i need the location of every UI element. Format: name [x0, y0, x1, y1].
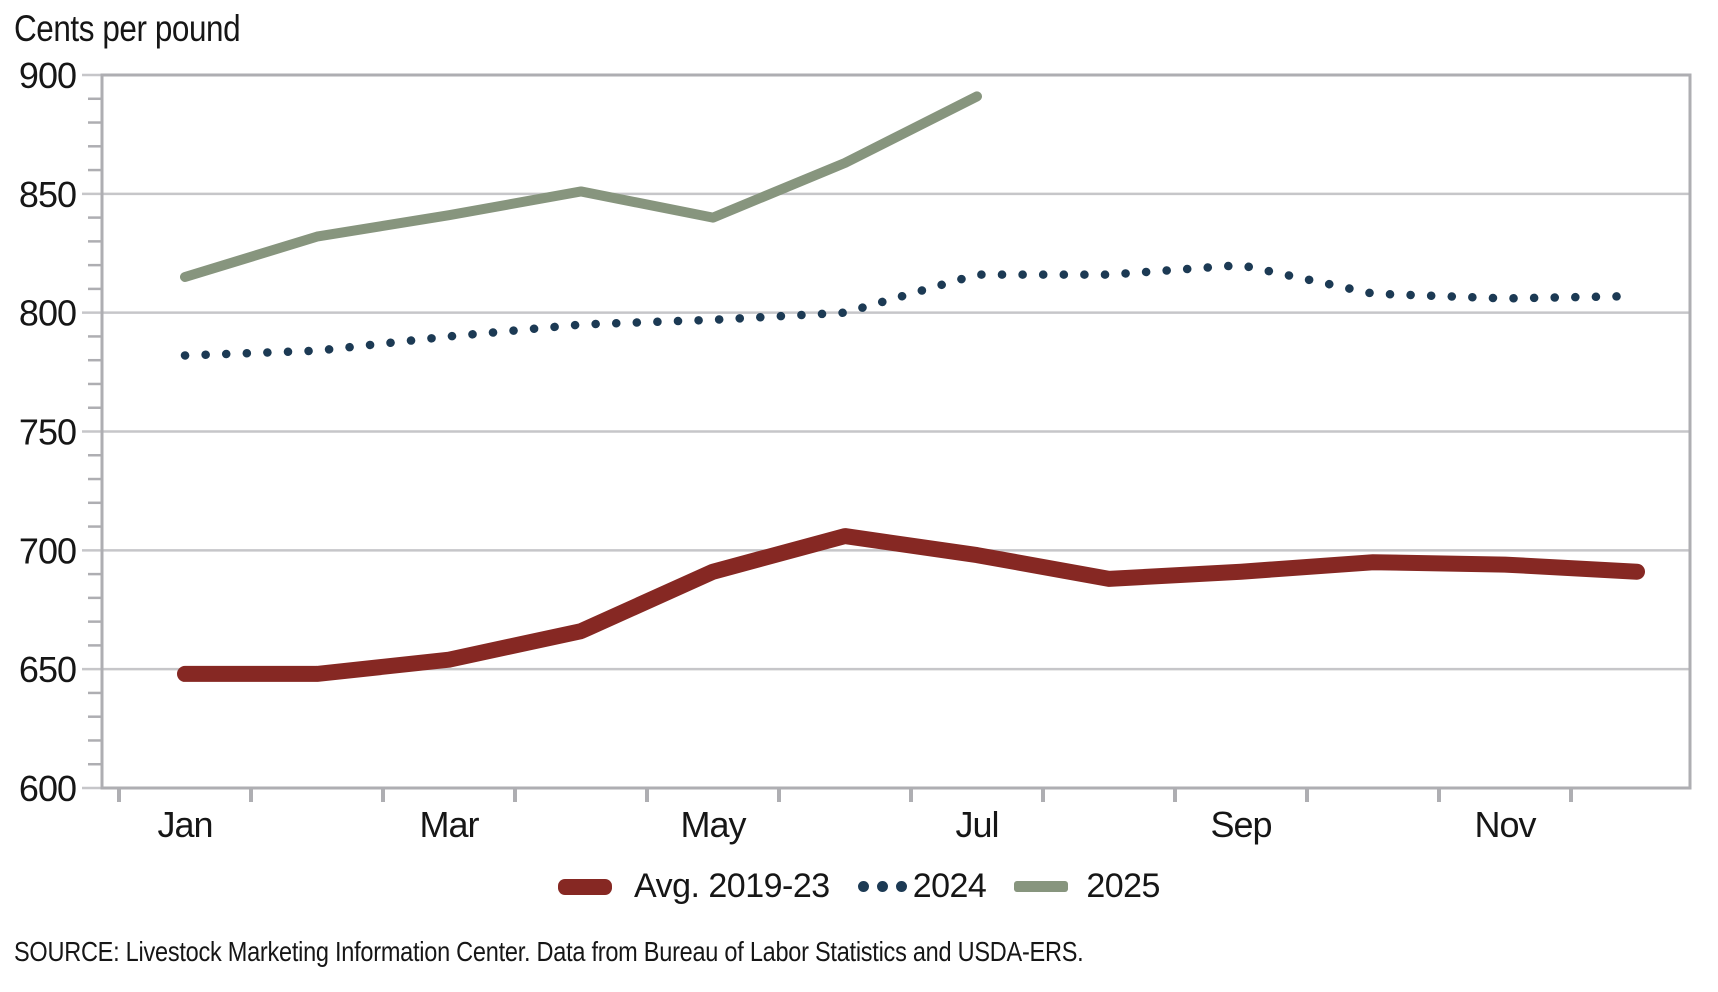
y-axis-tick-label: 850: [19, 174, 76, 215]
x-axis-tick-label: Mar: [420, 804, 480, 845]
chart-legend: Avg. 2019-23 2024 2025: [0, 867, 1718, 906]
legend-item-avg-2019-23: Avg. 2019-23: [558, 867, 830, 906]
y-axis-tick-label: 650: [19, 649, 76, 690]
y-axis-tick-label: 900: [19, 55, 76, 96]
y-axis-tick-label: 700: [19, 530, 76, 571]
legend-item-2024: 2024: [857, 867, 987, 906]
x-axis-tick-label: Nov: [1474, 804, 1536, 845]
source-note: SOURCE: Livestock Marketing Information …: [14, 936, 1084, 967]
series-line-2024: [180, 260, 1642, 360]
legend-swatch-2025: [1014, 881, 1069, 892]
x-axis-tick-label: Jul: [955, 804, 998, 845]
y-axis-tick-label: 800: [19, 293, 76, 334]
legend-swatch-avg-2019-23: [558, 878, 613, 895]
y-axis-tick-label: 600: [19, 768, 76, 809]
legend-dot-icon: [876, 881, 888, 892]
y-axis-tick-label: 750: [19, 412, 76, 453]
legend-item-2025: 2025: [1014, 867, 1160, 906]
chart-title: Cents per pound: [14, 8, 241, 49]
legend-dot-icon: [895, 881, 907, 892]
x-axis-tick-label: Jan: [157, 804, 212, 845]
plot-border: [100, 73, 1692, 790]
x-axis-tick-label: Sep: [1210, 804, 1271, 845]
legend-dot-icon: [857, 881, 869, 892]
x-axis-tick-label: May: [680, 804, 746, 845]
series-line-2025: [180, 91, 982, 283]
legend-swatch-2024: [857, 881, 907, 892]
legend-label-avg-2019-23: Avg. 2019-23: [634, 867, 830, 905]
line-chart: 600 650 700 750 800 850 900 Jan Mar May Jul Sep Nov: [19, 55, 1692, 845]
series-line-avg-2019-23: [177, 528, 1645, 682]
legend-label-2024: 2024: [912, 867, 987, 905]
legend-label-2025: 2025: [1086, 867, 1160, 905]
